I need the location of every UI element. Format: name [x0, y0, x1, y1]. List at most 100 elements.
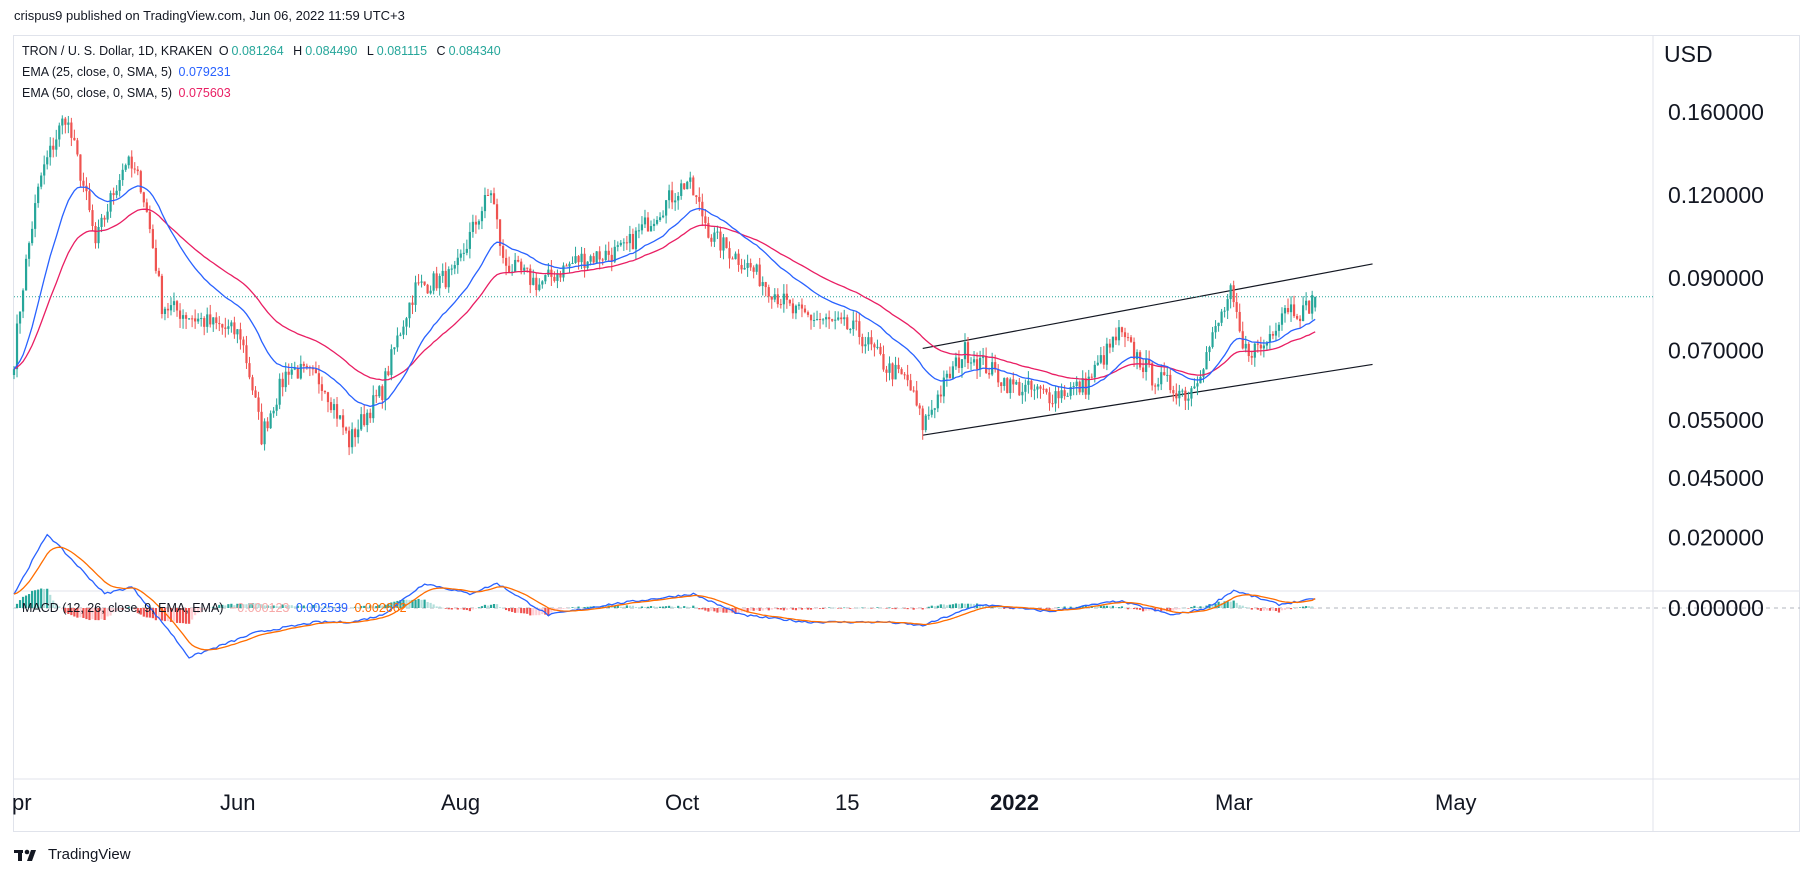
macd-histogram-bar — [31, 590, 34, 608]
candle-body — [302, 363, 305, 366]
macd-histogram-bar — [728, 608, 731, 613]
time-axis[interactable]: pr Jun Aug Oct 15 2022 Mar May — [12, 790, 1477, 815]
price-tick-label: 0.090000 — [1668, 265, 1764, 291]
candle-body — [1217, 322, 1220, 327]
candle-body — [1084, 378, 1087, 395]
macd-histogram-bar — [136, 608, 139, 614]
macd-histogram-bar — [275, 606, 278, 608]
candle-body — [652, 223, 656, 227]
macd-histogram-bar — [411, 599, 414, 608]
candle-body — [1223, 310, 1226, 312]
macd-title: MACD (12, 26, close, 9, EMA, EMA) — [22, 601, 224, 615]
candle-body — [248, 363, 251, 378]
price-axis[interactable]: USD 0.160000 0.120000 0.090000 0.070000 0.05… — [1664, 41, 1764, 621]
candle-body — [595, 251, 598, 263]
macd-histogram-bar — [191, 608, 194, 620]
macd-histogram-bar — [631, 605, 634, 608]
macd-histogram-bar — [1202, 606, 1205, 608]
macd-histogram-bar — [906, 608, 909, 610]
candle-body — [806, 312, 810, 315]
macd-histogram-bar — [181, 608, 185, 624]
candle-body — [447, 269, 450, 288]
candle-body — [82, 180, 85, 186]
tradingview-logo-icon — [14, 849, 36, 861]
macd-histogram-bar — [843, 607, 846, 609]
candle-body — [1126, 337, 1130, 339]
price-tick-label: 0.120000 — [1668, 182, 1764, 208]
tradingview-logo[interactable]: TradingView — [14, 846, 131, 863]
macd-histogram-bar — [486, 605, 490, 608]
macd-histogram-bar — [166, 608, 170, 622]
ema50-legend[interactable]: EMA (50, close, 0, SMA, 5) 0.075603 — [22, 86, 234, 100]
macd-histogram-bar — [302, 605, 305, 608]
candle-body — [1175, 393, 1178, 399]
candle-body — [432, 273, 435, 291]
candle-body — [489, 193, 493, 196]
candle-body — [755, 264, 758, 272]
macd-histogram-bar — [49, 594, 52, 608]
candle-body — [1265, 342, 1268, 346]
macd-histogram-bar — [556, 608, 559, 611]
candle-body — [580, 253, 583, 263]
candle-body — [1181, 390, 1184, 392]
macd-histogram-bar — [1157, 608, 1160, 611]
symbol-legend[interactable]: TRON / U. S. Dollar, 1D, KRAKEN O 0.08126… — [22, 44, 507, 58]
macd-histogram-bar — [474, 608, 478, 609]
macd-histogram-bar — [1072, 607, 1075, 608]
macd-histogram-bar — [674, 607, 677, 608]
candle-body — [514, 259, 517, 272]
macd-histogram-bar — [997, 607, 1000, 608]
macd-histogram-bar — [514, 608, 517, 613]
candle-body — [722, 237, 725, 251]
macd-histogram-bar — [846, 608, 849, 609]
candle-body — [130, 156, 133, 169]
macd-histogram-bar — [1169, 608, 1172, 612]
macd-histogram-bar — [393, 601, 396, 608]
macd-histogram-bar — [891, 608, 894, 609]
macd-histogram-bar — [649, 606, 653, 608]
candle-body — [64, 118, 67, 125]
candle-body — [393, 347, 396, 350]
candle-body — [1135, 352, 1139, 360]
macd-histogram-bar — [1160, 608, 1163, 612]
chart-frame[interactable] — [13, 35, 1800, 832]
macd-histogram-bar — [797, 608, 801, 610]
candle-body — [731, 258, 734, 260]
macd-histogram-bar — [172, 608, 176, 622]
macd-histogram-bar — [360, 606, 363, 608]
macd-histogram-bar — [764, 608, 767, 610]
candle-body — [631, 233, 634, 250]
macd-histogram-bar — [52, 600, 55, 608]
macd-histogram-bar — [725, 608, 728, 613]
macd-histogram-bar — [849, 608, 852, 609]
candle-body — [852, 320, 855, 330]
macd-histogram-bar — [221, 604, 224, 608]
macd-histogram-bar — [1311, 606, 1314, 608]
close-key: C — [436, 44, 446, 58]
macd-histogram-bar — [951, 604, 955, 608]
channel-lines[interactable] — [922, 263, 1373, 436]
macd-histogram-bar — [444, 608, 447, 609]
macd-histogram-bar — [1190, 606, 1193, 608]
candle-body — [1006, 378, 1009, 394]
candle-body — [459, 253, 462, 258]
candle-body — [212, 317, 215, 325]
candle-body — [686, 181, 689, 190]
candle-body — [1178, 390, 1181, 399]
macd-histogram-bar — [1229, 601, 1232, 608]
candle-body — [106, 211, 109, 220]
macd-legend[interactable]: MACD (12, 26, close, 9, EMA, EMA) −0.000… — [22, 601, 410, 615]
macd-histogram-bar — [1048, 608, 1051, 610]
macd-histogram-bar — [492, 603, 496, 608]
candle-body — [661, 215, 665, 218]
candle-body — [1132, 341, 1136, 360]
candle-body — [61, 118, 64, 126]
macd-histogram-bar — [930, 605, 933, 608]
macd-histogram-bar — [909, 608, 912, 609]
macd-histogram-bar — [803, 608, 807, 609]
candle-body — [311, 368, 314, 370]
candle-body — [1229, 285, 1232, 300]
ema25-legend[interactable]: EMA (25, close, 0, SMA, 5) 0.079231 — [22, 65, 234, 79]
candle-body — [671, 190, 674, 203]
